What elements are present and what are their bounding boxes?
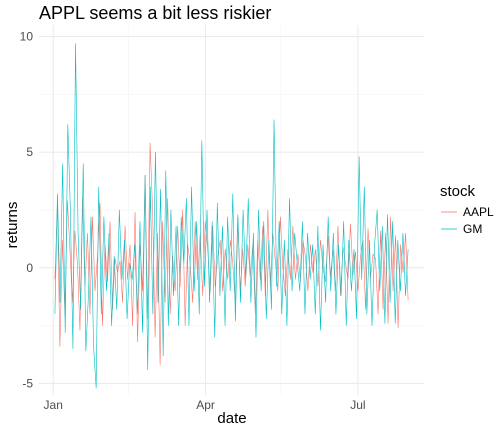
y-tick-label: 0: [26, 261, 33, 275]
x-tick-label: Apr: [196, 398, 215, 412]
x-tick-label: Jul: [350, 398, 365, 412]
series-line-gm: [54, 43, 409, 389]
y-tick-label: -5: [22, 376, 33, 390]
y-axis-title: returns: [4, 202, 21, 249]
y-axis-ticks: -5 0 5 10: [20, 30, 34, 391]
legend: stock AAPL GM: [440, 183, 494, 236]
plot-grid: [39, 25, 424, 395]
y-tick-label: 5: [26, 145, 33, 159]
legend-items: AAPL GM: [441, 205, 494, 236]
legend-title: stock: [440, 183, 476, 200]
chart-title: APPL seems a bit less riskier: [39, 3, 271, 23]
legend-item-gm: GM: [441, 222, 482, 236]
legend-label: GM: [463, 222, 482, 236]
series-layer: [54, 43, 409, 389]
legend-item-aapl: AAPL: [441, 205, 494, 219]
x-axis-title: date: [217, 410, 246, 427]
x-axis-ticks: Jan Apr Jul: [44, 398, 366, 412]
y-tick-label: 10: [20, 30, 34, 44]
x-tick-label: Jan: [44, 398, 63, 412]
legend-label: AAPL: [463, 205, 494, 219]
